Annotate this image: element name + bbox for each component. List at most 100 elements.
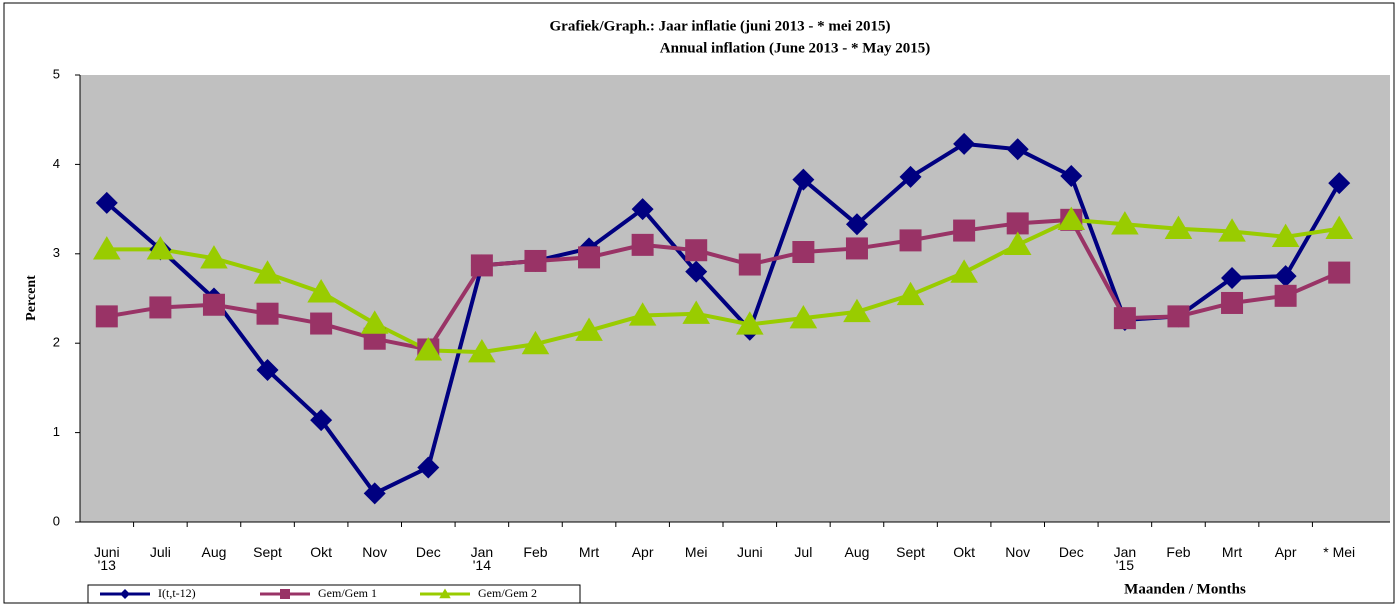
marker bbox=[789, 304, 818, 329]
x-tick-label: Juni '13 bbox=[93, 544, 120, 573]
marker bbox=[1325, 215, 1354, 239]
marker bbox=[628, 302, 657, 326]
marker bbox=[363, 482, 386, 505]
marker bbox=[1218, 218, 1246, 242]
marker bbox=[1113, 307, 1136, 330]
marker bbox=[682, 300, 711, 324]
y-tick-label: 1 bbox=[53, 424, 60, 439]
marker bbox=[953, 132, 976, 155]
marker bbox=[950, 259, 978, 283]
x-tick-label: Jan '14 bbox=[470, 544, 494, 573]
marker bbox=[1003, 231, 1032, 256]
marker bbox=[631, 233, 654, 256]
marker bbox=[631, 198, 654, 221]
marker bbox=[738, 253, 761, 276]
marker bbox=[470, 254, 493, 277]
chart-subtitle: Annual inflation (June 2013 - * May 2015… bbox=[660, 40, 930, 56]
x-tick-label: Sept bbox=[253, 544, 282, 560]
marker bbox=[202, 293, 225, 316]
marker bbox=[685, 260, 708, 283]
marker bbox=[200, 245, 228, 269]
marker bbox=[310, 312, 333, 335]
marker bbox=[253, 260, 282, 284]
y-tick-label: 2 bbox=[53, 335, 60, 350]
marker bbox=[1271, 223, 1300, 248]
x-tick-label: Okt bbox=[953, 544, 976, 560]
y-axis-label: Percent bbox=[24, 275, 39, 321]
legend-label: Gem/Gem 1 bbox=[318, 586, 377, 600]
marker bbox=[1006, 138, 1029, 161]
marker bbox=[1111, 211, 1139, 235]
marker bbox=[843, 298, 871, 323]
marker bbox=[1328, 261, 1351, 284]
marker bbox=[360, 310, 389, 334]
x-tick-label: * Mei bbox=[1323, 544, 1356, 560]
marker bbox=[120, 589, 130, 599]
x-tick-label: Aug bbox=[844, 544, 870, 560]
marker bbox=[792, 168, 815, 191]
x-tick-label: Feb bbox=[1166, 544, 1191, 560]
legend-label: I(t,t-12) bbox=[158, 586, 196, 600]
marker bbox=[1167, 305, 1190, 328]
marker bbox=[685, 239, 708, 262]
marker bbox=[149, 296, 172, 319]
marker bbox=[256, 359, 279, 382]
marker bbox=[146, 236, 175, 260]
x-tick-label: Dec bbox=[415, 544, 441, 560]
marker bbox=[468, 338, 496, 363]
marker bbox=[845, 237, 868, 260]
x-tick-label: Sept bbox=[896, 544, 925, 560]
marker bbox=[417, 456, 440, 479]
legend-label: Gem/Gem 2 bbox=[478, 586, 537, 600]
marker bbox=[1328, 172, 1351, 195]
marker bbox=[1221, 266, 1244, 289]
marker bbox=[792, 241, 815, 264]
x-tick-label: Mei bbox=[684, 544, 708, 560]
plot-area bbox=[80, 75, 1390, 522]
series-line bbox=[106, 217, 1340, 355]
x-tick-label: Dec bbox=[1058, 544, 1084, 560]
x-tick-label: Okt bbox=[310, 544, 333, 560]
marker bbox=[521, 330, 550, 355]
x-tick-label: Apr bbox=[1274, 544, 1297, 560]
marker bbox=[307, 279, 335, 303]
y-tick-label: 4 bbox=[53, 156, 60, 171]
x-tick-label: Feb bbox=[523, 544, 548, 560]
marker bbox=[1274, 284, 1297, 307]
legend-box bbox=[87, 584, 581, 604]
marker bbox=[896, 281, 925, 306]
x-tick-label: Mrt bbox=[578, 544, 600, 560]
marker bbox=[1057, 206, 1086, 231]
y-tick-label: 5 bbox=[53, 66, 60, 81]
x-tick-label: Aug bbox=[201, 544, 227, 560]
marker bbox=[280, 589, 290, 599]
y-tick-label: 0 bbox=[53, 513, 60, 528]
x-axis-label: Maanden / Months bbox=[1124, 581, 1246, 597]
marker bbox=[845, 213, 868, 236]
chart-frame bbox=[3, 2, 1395, 604]
marker bbox=[1164, 215, 1193, 239]
marker bbox=[735, 311, 764, 335]
marker bbox=[1221, 291, 1244, 314]
x-tick-label: Nov bbox=[362, 544, 388, 560]
marker bbox=[578, 246, 601, 269]
x-tick-label: Nov bbox=[1005, 544, 1031, 560]
marker bbox=[92, 236, 121, 260]
marker bbox=[524, 249, 547, 272]
marker bbox=[1006, 212, 1029, 235]
x-tick-label: Apr bbox=[631, 544, 654, 560]
marker bbox=[899, 229, 922, 252]
marker bbox=[95, 191, 118, 214]
chart-title: Grafiek/Graph.: Jaar inflatie (juni 2013… bbox=[550, 18, 891, 34]
marker bbox=[575, 317, 603, 341]
marker bbox=[310, 409, 333, 432]
marker bbox=[256, 302, 279, 325]
x-tick-label: Juni bbox=[736, 544, 763, 560]
x-tick-label: Mrt bbox=[1221, 544, 1243, 560]
marker bbox=[439, 588, 451, 599]
marker bbox=[899, 165, 922, 188]
marker bbox=[953, 219, 976, 242]
marker bbox=[1274, 265, 1297, 288]
